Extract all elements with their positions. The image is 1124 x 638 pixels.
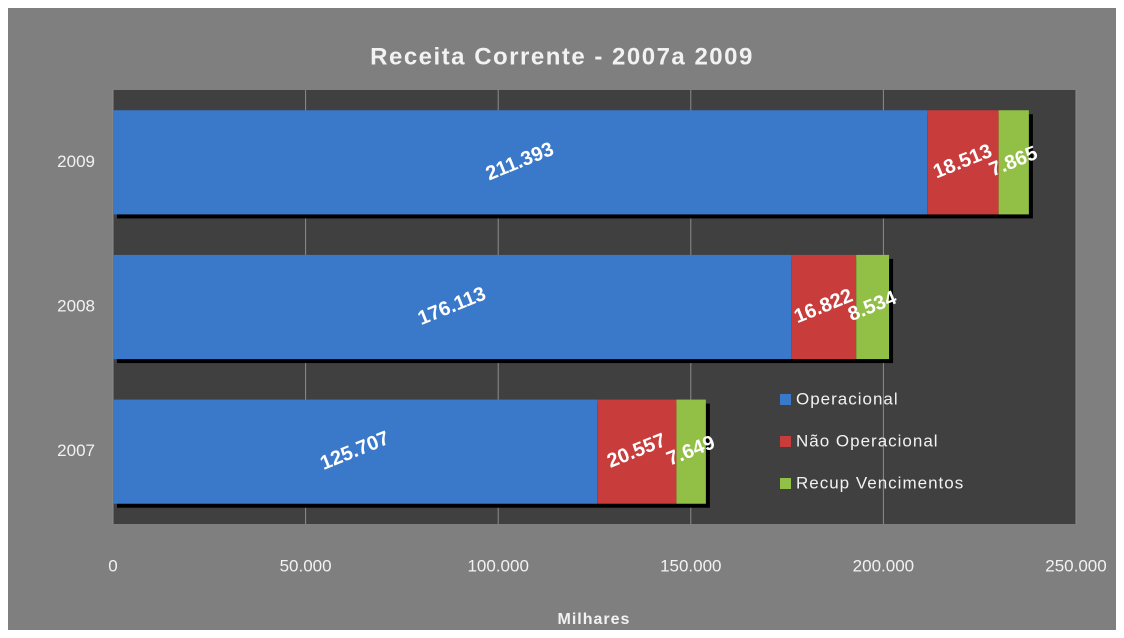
legend-label: Não Operacional xyxy=(796,431,939,450)
bar-segment xyxy=(113,254,792,360)
x-axis-title: Milhares xyxy=(558,611,631,628)
x-tick-label: 0 xyxy=(108,556,117,575)
legend-swatch xyxy=(780,394,791,405)
x-tick-label: 200.000 xyxy=(853,556,914,575)
x-tick-label: 250.000 xyxy=(1045,556,1106,575)
bar-segment xyxy=(791,254,857,360)
bar-segment xyxy=(113,110,928,215)
bar-segment xyxy=(998,110,1029,215)
x-tick-label: 150.000 xyxy=(660,556,721,575)
x-tick-label: 50.000 xyxy=(280,556,332,575)
legend-label: Recup Vencimentos xyxy=(796,473,964,492)
y-tick-label: 2008 xyxy=(57,296,95,315)
bar-segment xyxy=(113,399,598,504)
legend-swatch xyxy=(780,478,791,489)
y-tick-label: 2009 xyxy=(57,152,95,171)
legend-label: Operacional xyxy=(796,389,899,408)
y-tick-label: 2007 xyxy=(57,441,95,460)
bar-segment xyxy=(597,399,677,504)
bar-segment xyxy=(927,110,999,215)
legend-swatch xyxy=(780,436,791,447)
chart-title: Receita Corrente - 2007a 2009 xyxy=(370,43,754,70)
x-tick-label: 100.000 xyxy=(467,556,528,575)
bar-segment xyxy=(856,254,890,360)
bar-segment xyxy=(676,399,706,504)
